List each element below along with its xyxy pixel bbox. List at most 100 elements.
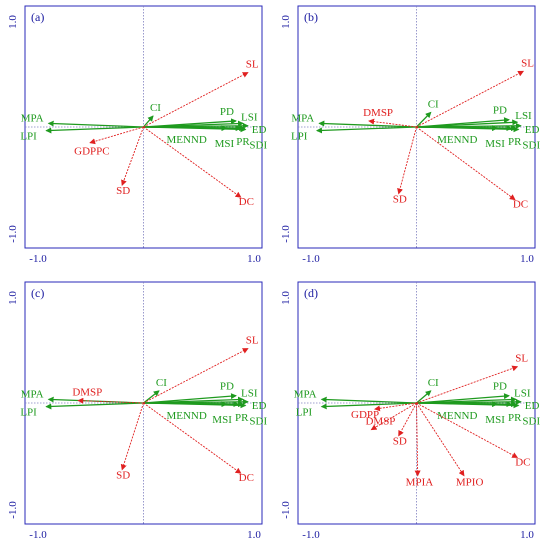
- response-label-sl: SL: [246, 59, 259, 71]
- x-tick-label: 1.0: [520, 529, 534, 541]
- response-label-sl: SL: [521, 57, 534, 69]
- explanatory-vector-mennd: [416, 125, 499, 132]
- explanatory-vector-lpi: [320, 402, 417, 410]
- response-vector-gdppc: [89, 126, 144, 145]
- response-label-sl: SL: [246, 335, 259, 347]
- x-tick-label: 1.0: [247, 253, 261, 265]
- explanatory-label-msi: MSI: [485, 414, 505, 426]
- explanatory-vector-ci: [416, 111, 432, 128]
- response-label-dc: DC: [239, 472, 254, 484]
- explanatory-label-sdi: SDI: [249, 139, 267, 151]
- response-vector-sl: [143, 72, 249, 128]
- response-vector-sl: [143, 348, 249, 404]
- explanatory-vector-lpi: [315, 126, 417, 134]
- explanatory-vector-mpa: [47, 120, 144, 128]
- explanatory-label-ed: ED: [252, 400, 267, 412]
- response-vector-sl: [416, 70, 525, 128]
- explanatory-label-sdi: SDI: [522, 139, 540, 151]
- panel-label: (d): [304, 286, 318, 300]
- x-tick-label: -1.0: [29, 529, 47, 541]
- explanatory-label-sdi: SDI: [249, 415, 267, 427]
- explanatory-label-ci: CI: [150, 102, 161, 114]
- explanatory-label-mennd: MENND: [166, 134, 206, 146]
- explanatory-label-mpa: MPA: [291, 112, 314, 124]
- explanatory-label-ci: CI: [156, 377, 167, 389]
- explanatory-vector-mpa: [318, 120, 417, 128]
- response-vector-dmsp: [368, 118, 417, 128]
- panel-label: (b): [304, 10, 318, 24]
- explanatory-label-pr: PR: [508, 412, 522, 424]
- y-tick-label: -1.0: [7, 225, 19, 243]
- explanatory-label-msi: MSI: [215, 138, 235, 150]
- response-vector-mpio: [416, 402, 465, 477]
- explanatory-label-ed: ED: [525, 400, 540, 412]
- y-tick-label: -1.0: [7, 501, 19, 519]
- explanatory-label-pr: PR: [235, 412, 249, 424]
- explanatory-label-pd: PD: [220, 106, 234, 118]
- response-vector-dmsp: [370, 402, 417, 431]
- x-tick-label: -1.0: [29, 253, 47, 265]
- y-tick-label: -1.0: [280, 501, 292, 519]
- explanatory-label-mennd: MENND: [437, 410, 477, 422]
- explanatory-vector-lpi: [45, 402, 144, 410]
- response-vector-dmsp: [77, 397, 144, 404]
- explanatory-label-ci: CI: [428, 377, 439, 389]
- y-tick-label: 1.0: [280, 291, 292, 305]
- explanatory-label-lsi: LSI: [241, 387, 258, 399]
- response-vector-sd: [397, 126, 417, 195]
- explanatory-label-lpi: LPI: [20, 131, 37, 143]
- response-label-dmsp: DMSP: [365, 416, 395, 428]
- explanatory-label-ed: ED: [525, 124, 540, 136]
- response-label-dmsp: DMSP: [363, 107, 393, 119]
- explanatory-label-mpa: MPA: [21, 388, 44, 400]
- explanatory-vector-ci: [143, 390, 160, 404]
- explanatory-vector-lpi: [45, 126, 144, 134]
- explanatory-vector-ci: [416, 390, 432, 404]
- explanatory-label-mpa: MPA: [21, 112, 44, 124]
- explanatory-vector-mpa: [320, 396, 417, 404]
- response-label-gdpp: GDPP: [351, 409, 379, 421]
- explanatory-label-pd: PD: [493, 381, 507, 393]
- explanatory-vector-mennd: [416, 401, 499, 408]
- x-tick-label: -1.0: [302, 253, 320, 265]
- explanatory-vector-mpa: [47, 396, 144, 404]
- explanatory-label-mpa: MPA: [294, 388, 317, 400]
- explanatory-label-mennd: MENND: [437, 134, 477, 146]
- explanatory-label-lpi: LPI: [20, 407, 37, 419]
- y-tick-label: -1.0: [280, 225, 292, 243]
- explanatory-label-ci: CI: [428, 98, 439, 110]
- response-label-dc: DC: [239, 196, 254, 208]
- response-vector-gdpp: [374, 402, 417, 412]
- response-vector-dc: [143, 126, 242, 198]
- x-tick-label: -1.0: [302, 529, 320, 541]
- response-vector-dc: [416, 126, 516, 201]
- response-label-dmsp: DMSP: [72, 387, 102, 399]
- explanatory-vector-ci: [143, 115, 154, 128]
- explanatory-vector-mennd: [143, 401, 228, 408]
- explanatory-label-pr: PR: [508, 136, 522, 148]
- explanatory-vector-mennd: [143, 125, 228, 132]
- explanatory-label-msi: MSI: [212, 414, 232, 426]
- response-label-mpia: MPIA: [406, 477, 434, 489]
- explanatory-label-lsi: LSI: [515, 110, 532, 122]
- y-tick-label: 1.0: [7, 291, 19, 305]
- response-label-dc: DC: [513, 199, 528, 211]
- panel-label: (a): [31, 10, 44, 24]
- y-tick-label: 1.0: [7, 15, 19, 29]
- response-label-sd: SD: [393, 194, 407, 206]
- x-tick-label: 1.0: [520, 253, 534, 265]
- explanatory-label-pd: PD: [220, 381, 234, 393]
- explanatory-label-pr: PR: [236, 136, 250, 148]
- explanatory-label-msi: MSI: [485, 138, 505, 150]
- response-label-sd: SD: [116, 470, 130, 482]
- response-label-sl: SL: [515, 353, 528, 365]
- response-vector-dc: [143, 402, 242, 474]
- y-tick-label: 1.0: [280, 15, 292, 29]
- explanatory-label-pd: PD: [493, 105, 507, 117]
- x-tick-label: 1.0: [247, 529, 261, 541]
- response-label-dc: DC: [515, 456, 530, 468]
- response-vector-sl: [416, 365, 519, 404]
- explanatory-label-lsi: LSI: [514, 387, 531, 399]
- explanatory-label-mennd: MENND: [166, 410, 206, 422]
